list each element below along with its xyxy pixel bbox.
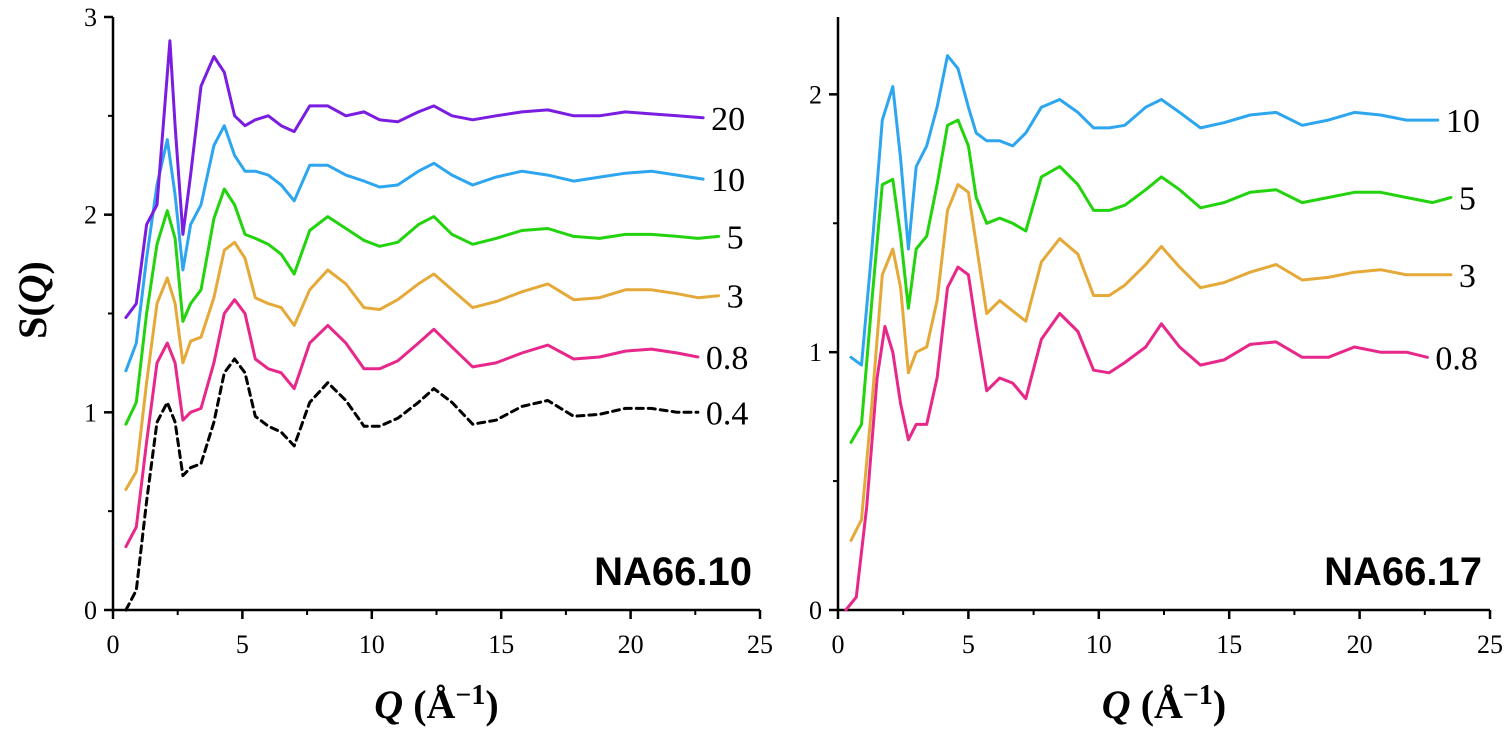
y-axis-title-prefix: S( [10, 303, 55, 339]
x-tick-label: 25 [1477, 630, 1503, 659]
y-tick-label: 1 [84, 398, 97, 427]
x-tick-label: 15 [1216, 630, 1242, 659]
series-line-3 [849, 183, 1453, 542]
x-tick-label: 10 [1086, 630, 1112, 659]
series-label-3: 3 [727, 279, 744, 316]
y-axis-title-suffix: ) [10, 261, 55, 274]
y-tick-label: 2 [84, 201, 97, 230]
series-label-3: 3 [1459, 258, 1476, 295]
x-axis-title-var: Q [374, 682, 403, 727]
y-tick-label: 2 [809, 80, 822, 109]
x-axis-title-close: ) [1213, 682, 1226, 727]
y-tick-label: 3 [84, 3, 97, 32]
x-tick-label: 5 [236, 630, 249, 659]
series-line-3 [124, 240, 721, 491]
panel-title: NA66.10 [594, 550, 752, 594]
y-tick-label: 0 [809, 596, 822, 625]
series-label-10: 10 [711, 162, 745, 199]
panel-na66-17: 0 5 10 15 20 25 0 1 2 0.8 3 5 10 NA66.17 Q (Å−1) [809, 17, 1503, 727]
x-axis-title-close: ) [485, 682, 498, 727]
series-label-0-4: 0.4 [706, 395, 749, 432]
x-tick-label: 5 [962, 630, 975, 659]
x-tick-label: 15 [488, 630, 514, 659]
x-axis-title: Q (Å−1) [1102, 680, 1226, 727]
series-line-5 [849, 118, 1453, 444]
y-axis-title-var: Q [10, 274, 55, 303]
x-tick-label: 20 [618, 630, 644, 659]
panel-title: NA66.17 [1324, 550, 1482, 594]
y-axis-title: S(Q) [10, 261, 55, 339]
x-tick-label: 0 [107, 630, 120, 659]
series-line-10 [124, 124, 705, 373]
x-axis-title-exponent: −1 [455, 680, 485, 711]
series-label-10: 10 [1446, 103, 1480, 140]
x-axis-title-unit: (Å [403, 682, 455, 727]
series-line-10 [849, 54, 1440, 367]
series-label-20: 20 [711, 101, 745, 138]
series-label-5: 5 [1459, 180, 1476, 217]
series-label-0-8: 0.8 [1435, 340, 1478, 377]
x-tick-label: 20 [1347, 630, 1373, 659]
x-tick-label: 25 [747, 630, 773, 659]
y-tick-label: 0 [84, 596, 97, 625]
x-tick-label: 10 [359, 630, 385, 659]
series-label-5: 5 [727, 219, 744, 256]
x-axis-title-unit: (Å [1131, 682, 1183, 727]
series-line-5 [124, 187, 721, 426]
series-line-0-8 [844, 265, 1429, 612]
y-tick-label: 1 [809, 338, 822, 367]
series-line-20 [124, 39, 705, 319]
x-tick-label: 0 [832, 630, 845, 659]
x-axis-title-var: Q [1102, 682, 1131, 727]
series-line-0-8 [124, 298, 700, 549]
series-line-0-4 [124, 357, 700, 612]
x-axis-title-exponent: −1 [1183, 680, 1213, 711]
panel-na66-10: 0 5 10 15 20 25 0 1 2 3 0.4 0.8 3 5 10 20 NA66.10 Q (Å−1) [84, 3, 773, 727]
x-axis-title: Q (Å−1) [374, 680, 498, 727]
series-label-0-8: 0.8 [706, 340, 749, 377]
